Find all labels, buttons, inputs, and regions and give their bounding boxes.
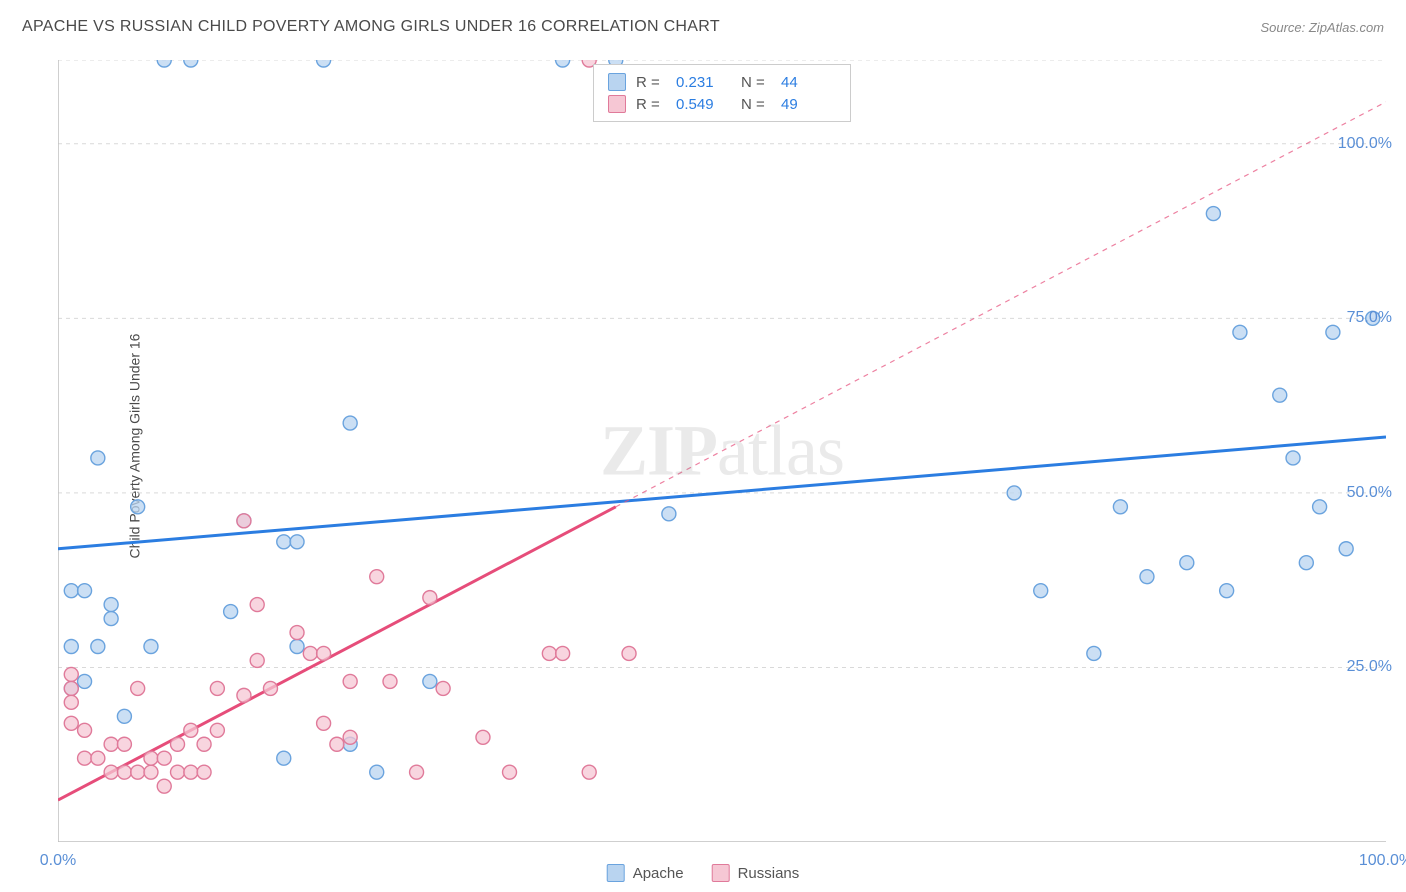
y-tick-label: 25.0%: [1347, 658, 1392, 676]
y-tick-label: 75.0%: [1347, 309, 1392, 327]
apache-swatch-icon: [607, 864, 625, 882]
chart-title: APACHE VS RUSSIAN CHILD POVERTY AMONG GI…: [22, 18, 720, 36]
y-tick-label: 50.0%: [1347, 484, 1392, 502]
scatter-plot: [58, 60, 1386, 842]
apache-n-value: 44: [781, 74, 836, 91]
apache-label: Apache: [633, 865, 684, 882]
n-label: N =: [741, 74, 771, 91]
russians-n-value: 49: [781, 96, 836, 113]
y-tick-label: 100.0%: [1338, 135, 1392, 153]
legend-row-russians: R = 0.549 N = 49: [608, 93, 836, 115]
apache-swatch-icon: [608, 73, 626, 91]
russians-r-value: 0.549: [676, 96, 731, 113]
header: APACHE VS RUSSIAN CHILD POVERTY AMONG GI…: [0, 0, 1406, 48]
legend-item-apache: Apache: [607, 864, 684, 882]
russians-label: Russians: [738, 865, 800, 882]
correlation-legend: R = 0.231 N = 44 R = 0.549 N = 49: [593, 64, 851, 122]
chart-area: ZIPatlas R = 0.231 N = 44 R = 0.549 N = …: [58, 60, 1386, 842]
series-legend: Apache Russians: [607, 864, 800, 882]
russians-swatch-icon: [712, 864, 730, 882]
legend-item-russians: Russians: [712, 864, 800, 882]
r-label: R =: [636, 96, 666, 113]
legend-row-apache: R = 0.231 N = 44: [608, 71, 836, 93]
russians-swatch-icon: [608, 95, 626, 113]
source-label: Source: ZipAtlas.com: [1260, 20, 1384, 35]
n-label: N =: [741, 96, 771, 113]
apache-r-value: 0.231: [676, 74, 731, 91]
r-label: R =: [636, 74, 666, 91]
x-tick-label: 0.0%: [40, 852, 76, 870]
x-tick-label: 100.0%: [1359, 852, 1406, 870]
